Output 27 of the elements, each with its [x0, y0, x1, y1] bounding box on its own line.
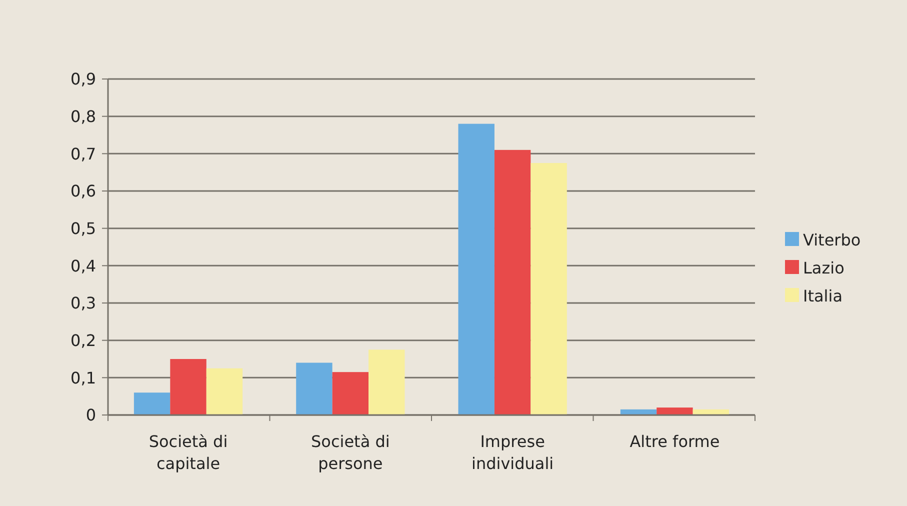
y-tick-label: 0,6: [70, 182, 96, 201]
y-tick-label: 0,3: [70, 294, 96, 313]
y-tick-label: 0,4: [70, 256, 96, 276]
x-tick-label: Società di capitale: [148, 432, 228, 473]
bar: [332, 372, 369, 415]
x-tick-label: Altre forme: [630, 432, 720, 451]
bar: [368, 350, 405, 415]
y-tick-label: 0,9: [70, 70, 96, 89]
y-tick-label: 0: [86, 406, 96, 425]
y-tick-label: 0,5: [70, 218, 96, 238]
legend-label: Italia: [803, 286, 842, 306]
bar: [170, 359, 206, 415]
bar: [206, 368, 243, 415]
bar: [296, 362, 332, 415]
x-tick-label: Imprese individuali: [472, 432, 554, 473]
bar: [134, 392, 170, 415]
bar: [494, 150, 531, 415]
y-tick-label: 0,2: [70, 330, 96, 350]
bar: [530, 163, 567, 415]
y-tick-label: 0,8: [70, 106, 96, 126]
x-tick-label: Società di persone: [311, 432, 390, 473]
bar: [458, 124, 494, 415]
legend-label: Viterbo: [803, 230, 861, 250]
bar: [656, 408, 693, 415]
y-tick-label: 0,7: [70, 144, 96, 164]
y-tick-label: 0,1: [70, 368, 96, 388]
legend-label: Lazio: [803, 258, 844, 278]
